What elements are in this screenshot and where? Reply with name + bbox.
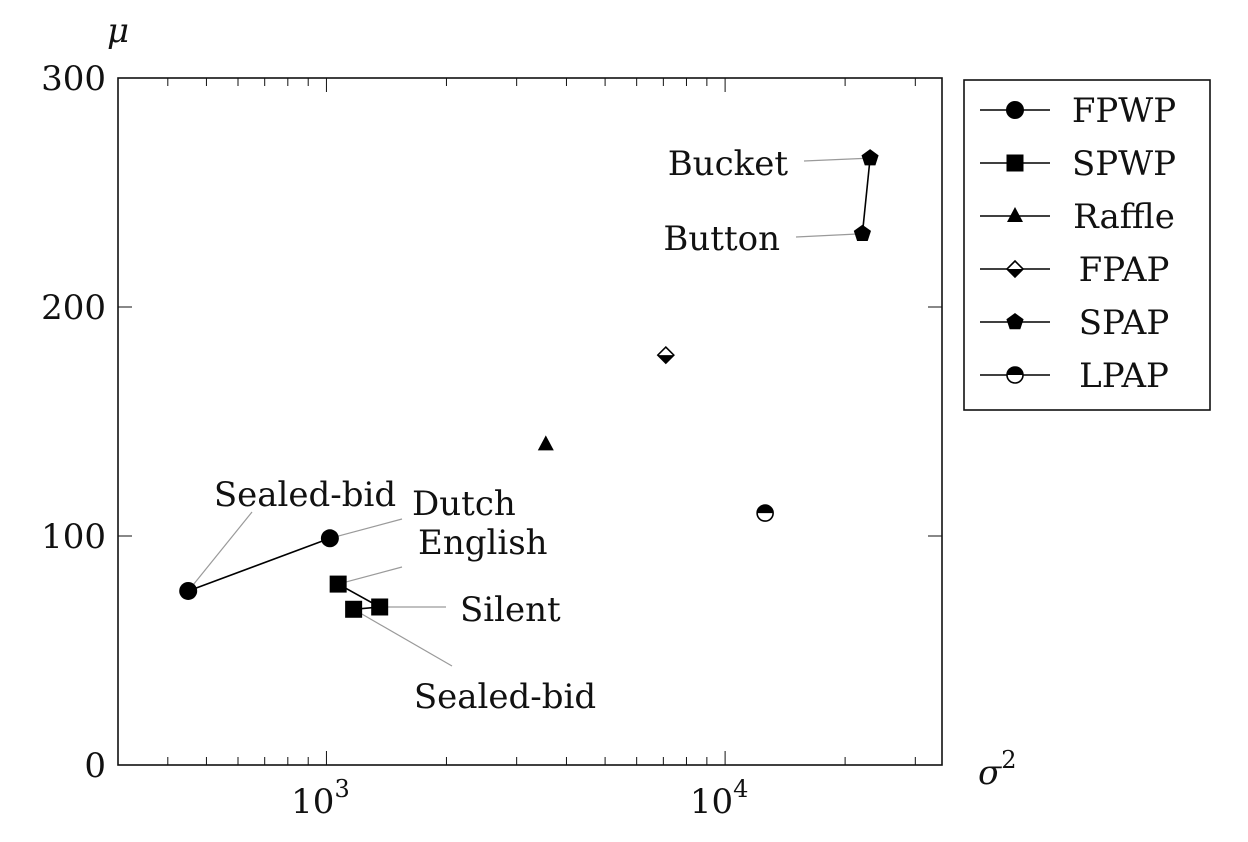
x-tick-base: 10 <box>690 782 733 822</box>
legend-label: SPAP <box>1079 303 1169 343</box>
circle-top-fill <box>757 505 774 514</box>
x-tick-label: 103 <box>291 775 350 822</box>
x-tick-exponent: 4 <box>733 775 748 803</box>
square-marker <box>1006 154 1024 172</box>
pentagon-marker <box>861 149 879 166</box>
legend-marker-spwp <box>1006 154 1024 172</box>
annotation-label: Dutch <box>412 484 516 524</box>
x-tick-label: 104 <box>690 775 749 822</box>
y-axis-label: μ <box>107 11 129 51</box>
pentagon-marker <box>853 224 871 241</box>
legend-marker-raffle <box>1007 207 1023 222</box>
annotation-label: Silent <box>460 590 561 630</box>
legend-label: LPAP <box>1079 356 1169 396</box>
series-line-fpwp <box>187 537 331 592</box>
legend-entry: FPAP <box>980 250 1169 290</box>
legend-marker-lpap <box>1006 366 1024 384</box>
circle-top-fill <box>1007 367 1023 375</box>
annotation-label: Bucket <box>668 144 789 184</box>
x-axis-label-base: σ <box>978 753 1002 793</box>
data-point-fpap <box>656 345 675 365</box>
legend-entry: FPWP <box>980 91 1176 131</box>
x-tick-base: 10 <box>291 782 334 822</box>
data-point-spap <box>853 224 871 241</box>
data-point-spwp <box>329 575 347 593</box>
legend-box <box>963 79 1211 411</box>
diamond-fill <box>657 355 674 364</box>
plot-frame <box>117 77 943 766</box>
y-tick-label: 0 <box>84 746 106 786</box>
square-marker <box>371 598 389 616</box>
y-tick-label: 100 <box>41 517 106 557</box>
legend-entry: SPWP <box>980 144 1176 184</box>
legend-marker-fpwp <box>1006 101 1024 119</box>
annotation-leader <box>329 518 403 539</box>
pentagon-marker <box>1006 313 1024 330</box>
diamond-fill <box>1007 269 1023 277</box>
annotation-leader <box>803 157 871 162</box>
annotation-leader <box>795 233 863 238</box>
y-tick-label: 300 <box>41 59 106 99</box>
data-point-spwp <box>345 600 363 618</box>
circle-marker <box>179 581 198 600</box>
circle-marker <box>1006 101 1024 119</box>
x-axis-label-sup: 2 <box>1001 746 1016 774</box>
annotation-leader <box>187 511 253 592</box>
legend-marker-spap <box>1006 313 1024 330</box>
legend-entry: LPAP <box>980 356 1169 396</box>
x-axis-label: σ2 <box>978 746 1017 793</box>
legend-label: FPWP <box>1072 91 1176 131</box>
legend-label: SPWP <box>1072 144 1176 184</box>
triangle-marker <box>537 435 554 451</box>
legend-label: Raffle <box>1073 197 1175 237</box>
series-line-spap <box>861 158 871 234</box>
legend-entry: SPAP <box>980 303 1169 343</box>
annotation-leader <box>353 608 453 667</box>
circle-marker <box>320 529 339 548</box>
data-point-lpap <box>756 504 774 522</box>
legend-marker-fpap <box>1005 259 1025 279</box>
data-point-spap <box>861 149 879 166</box>
square-marker <box>345 600 363 618</box>
legend: FPWP SPWP Raffle FPAP SPAP LPAP <box>963 79 1211 411</box>
data-point-spwp <box>371 598 389 616</box>
legend-entry: Raffle <box>980 197 1175 237</box>
square-marker <box>329 575 347 593</box>
annotation-label: English <box>418 523 548 563</box>
annotation-label: Button <box>663 219 780 259</box>
y-tick-label: 200 <box>41 288 106 328</box>
annotation-leader <box>338 566 403 585</box>
data-point-fpwp <box>179 581 198 600</box>
data-point-raffle <box>537 435 554 451</box>
x-tick-exponent: 3 <box>334 775 349 803</box>
annotation-label: Sealed-bid <box>414 677 596 717</box>
legend-label: FPAP <box>1079 250 1170 290</box>
triangle-marker <box>1007 207 1023 222</box>
annotation-label: Sealed-bid <box>214 475 396 515</box>
data-point-fpwp <box>320 529 339 548</box>
